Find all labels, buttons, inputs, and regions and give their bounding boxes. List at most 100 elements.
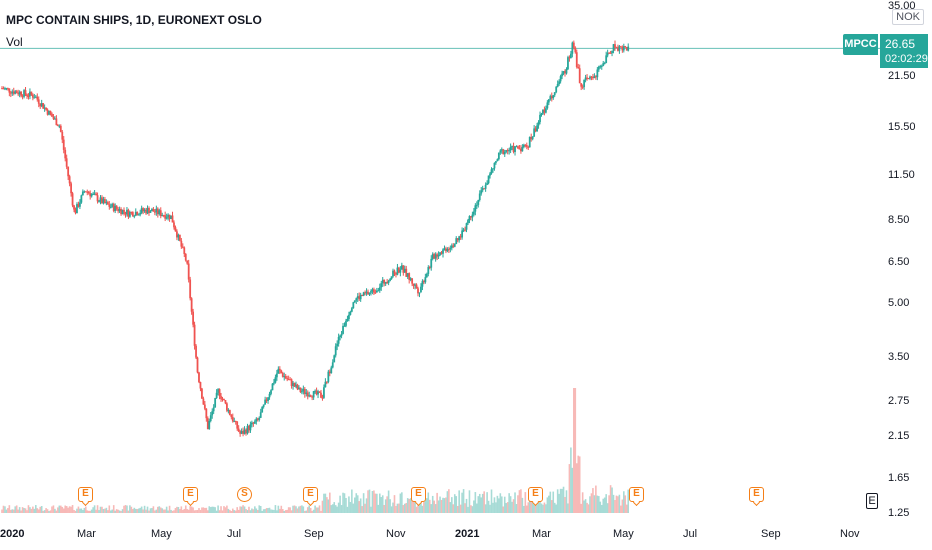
candle-body [8,88,11,93]
volume-bar [584,499,587,513]
candle-body [180,240,183,247]
earnings-event-icon[interactable]: E [411,487,426,502]
volume-bar [186,509,189,513]
candle-body [202,398,205,405]
candle-body [439,252,441,255]
candle-body [384,282,387,284]
volume-bar [35,505,37,513]
volume-bar [333,502,336,513]
earnings-event-icon[interactable]: E [183,487,198,502]
candle-body [2,88,5,90]
volume-bar [251,508,253,513]
volume-bar [289,507,291,513]
candle-body [461,230,464,238]
volume-bar [620,505,622,513]
candle-body [530,137,533,140]
earnings-event-icon[interactable]: E [629,487,644,502]
candle-body [605,55,608,64]
edge-event-icon[interactable]: E [866,493,878,509]
volume-bar [281,509,284,513]
candle-body [315,390,318,395]
earnings-event-icon[interactable]: E [749,487,764,502]
volume-bar [337,502,340,513]
volume-bar [202,507,205,513]
candle-body [153,211,156,213]
volume-bar [348,496,350,513]
candle-body [387,280,390,283]
volume-bar [204,507,206,513]
candle-body [393,270,396,274]
x-tick-label: Jul [227,528,242,540]
volume-bar [51,506,53,513]
volume-bar [29,507,31,513]
volume-bar [11,509,14,513]
volume-bar [190,506,193,513]
volume-bar [565,490,568,513]
earnings-event-icon[interactable]: E [528,487,543,502]
volume-bar [512,499,515,513]
candle-body [524,144,527,146]
volume-bar [467,506,469,513]
candle-body [274,377,277,383]
volume-bar [161,508,164,513]
candle-body [74,209,77,214]
candle-body [331,362,334,368]
candle-body [142,208,145,212]
candle-body [562,71,565,74]
volume-bar [140,506,143,513]
volume-bar [458,490,460,513]
volume-bar [74,510,77,513]
candle-body [62,139,65,150]
earnings-event-icon[interactable]: E [303,487,318,502]
split-event-icon[interactable]: S [237,487,252,502]
volume-bar [523,505,525,513]
volume-bar [543,502,546,513]
candle-body [590,76,593,78]
currency-badge[interactable]: NOK [892,9,924,25]
volume-bar [39,506,42,513]
volume-bar [309,507,312,513]
volume-bar [428,499,431,513]
candle-body [117,208,120,212]
candle-body [164,215,167,219]
candle-body [375,290,378,293]
candle-body [126,209,128,215]
volume-bar [217,505,219,513]
candle-body [559,76,562,82]
candle-body [255,418,258,422]
earnings-event-icon[interactable]: E [78,487,93,502]
volume-bar [155,509,158,513]
candle-body [437,254,440,257]
candle-body [368,292,371,295]
x-tick-label: Sep [761,528,781,540]
volume-bar [184,505,187,513]
candle-body [306,392,309,397]
volume-bar [367,490,369,513]
candle-body [455,238,458,245]
candle-body [493,162,496,169]
candle-body [406,273,409,277]
candle-body [509,146,512,151]
candle-body [224,400,227,404]
volume-bar [553,502,556,513]
candle-body [508,150,511,152]
volume-bar [252,509,255,513]
volume-bar [290,510,293,513]
candle-body [86,191,89,193]
candle-body [48,110,50,115]
candle-body [412,283,415,286]
volume-bar [351,489,353,513]
candle-body [105,202,108,204]
candle-body [37,99,40,104]
volume-bar [187,509,190,513]
x-tick-label: 2020 [0,528,25,540]
candle-body [571,42,574,54]
candle-body [278,368,281,371]
candle-body [515,146,518,148]
volume-bar [383,505,385,513]
candle-body [201,388,203,399]
volume-bar [490,489,493,513]
volume-bar [537,500,540,513]
volume-bar [151,508,153,513]
